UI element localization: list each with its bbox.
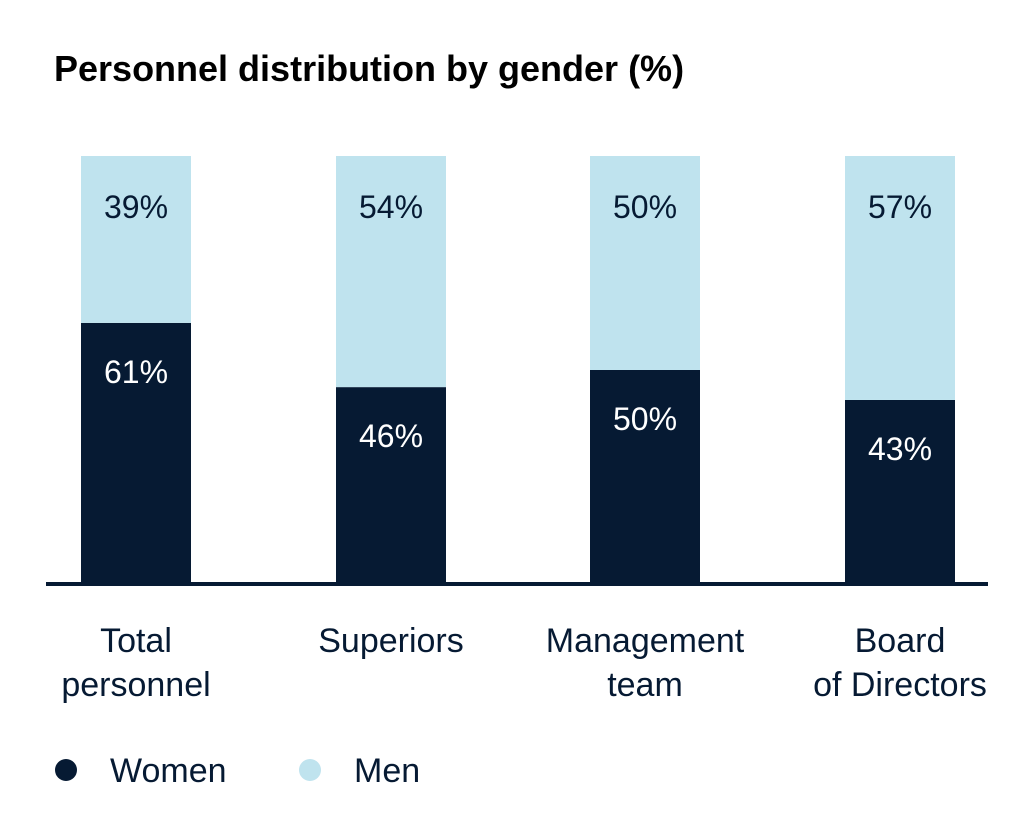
category-label-3: Board of Directors [813,622,987,704]
legend-marker-men [299,759,321,781]
legend-marker-women [55,759,77,781]
data-label-women-2: 50% [613,401,677,437]
category-label-line: Management [546,622,745,660]
category-label-line: personnel [61,666,210,704]
data-label-women-3: 43% [868,431,932,467]
data-label-men-2: 50% [613,189,677,225]
data-label-men-3: 57% [868,189,932,225]
category-labels-group: Total personnel Superiors Management team Boa… [61,622,987,704]
bar-women-2 [590,370,700,584]
category-label-0: Total personnel [61,622,210,704]
category-label-line: Board [855,622,946,660]
data-label-women-1: 46% [359,418,423,454]
bar-men-1 [336,156,446,388]
bar-men-2 [590,156,700,370]
bars-group: 61% 39% 46% 54% 50% 50% 43% 57% [81,156,955,584]
category-label-line: Superiors [318,622,464,660]
bar-women-1 [336,387,446,584]
legend-label-women: Women [110,752,227,790]
category-label-line: of Directors [813,666,987,704]
category-label-line: Total [100,622,172,660]
bar-women-0 [81,322,191,584]
bar-women-3 [845,399,955,584]
legend: Women Men [55,752,420,790]
category-label-line: team [607,666,683,704]
chart-title: Personnel distribution by gender (%) [54,48,684,89]
category-label-1: Superiors [318,622,464,660]
data-label-men-0: 39% [104,189,168,225]
category-label-2: Management team [546,622,745,704]
legend-label-men: Men [354,752,420,790]
bar-men-0 [81,156,191,323]
data-label-women-0: 61% [104,354,168,390]
bar-men-3 [845,156,955,400]
data-label-men-1: 54% [359,189,423,225]
